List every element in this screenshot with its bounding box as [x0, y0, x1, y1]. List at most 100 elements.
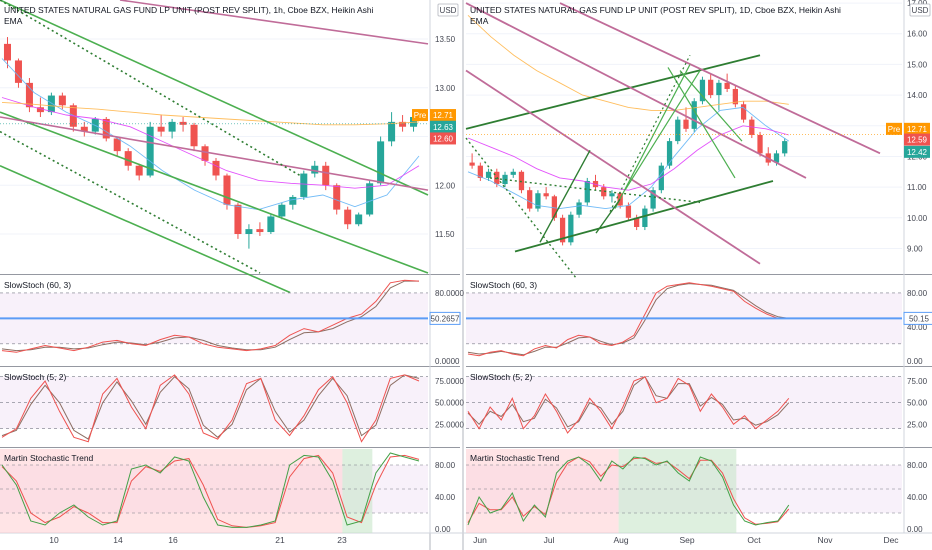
candle-body [699, 79, 706, 102]
trend-line-dotted [489, 177, 701, 204]
indicator-tick: 75.00 [907, 377, 928, 386]
candle-body [300, 173, 308, 197]
candle-body [740, 104, 747, 120]
candle-body [366, 183, 374, 215]
price-tag [430, 109, 456, 122]
candle-body [527, 190, 533, 209]
x-tick-label: Jul [544, 535, 555, 545]
trend-line [0, 116, 429, 191]
candle-body [388, 121, 396, 142]
candle-body [289, 196, 297, 205]
candle-body [124, 151, 132, 166]
candle-body [535, 193, 541, 209]
indicator-tick: 80.00 [907, 289, 928, 298]
currency-box [909, 3, 931, 17]
candle-body [102, 118, 110, 139]
candle-body [683, 119, 689, 129]
price-tag [904, 122, 930, 135]
level-tag-box [903, 311, 932, 325]
trend-line [0, 165, 291, 294]
price-tag-value: 12.60 [433, 134, 454, 143]
x-tick-label: Dec [883, 535, 899, 545]
candle-body [757, 134, 763, 154]
x-tick-label: 16 [168, 535, 178, 545]
ema-line [467, 14, 789, 111]
trend-line [614, 64, 691, 209]
chart-title: UNITED STATES NATURAL GAS FUND LP UNIT (… [4, 5, 374, 15]
currency-label: USD [440, 6, 457, 15]
ema-line [1, 58, 420, 211]
trend-line [667, 67, 736, 179]
candle-body [625, 205, 632, 218]
x-tick-label: Nov [817, 535, 833, 545]
indicator-title: SlowStoch (5, 2) [470, 372, 533, 382]
candle-body [322, 165, 330, 186]
candle-body [344, 209, 352, 225]
candle-body [782, 141, 788, 154]
y-tick-label: 14.00 [907, 91, 928, 100]
indicator-tick: 80.0000 [435, 289, 464, 298]
candle-body [666, 141, 673, 166]
candle-body [36, 107, 44, 113]
trend-line [514, 180, 774, 253]
y-tick-label: 11.50 [435, 230, 455, 239]
candle-body [234, 204, 242, 234]
trend-line [119, 0, 429, 45]
pre-label-bg [412, 109, 428, 122]
trend-zone-bear [466, 449, 619, 533]
candle-body [179, 121, 187, 125]
candle-body [708, 79, 714, 96]
trend-zone-bull [618, 449, 737, 533]
price-tag-value: 12.59 [907, 136, 928, 145]
trend-line [0, 111, 429, 274]
candle-body [190, 124, 198, 147]
indicator-tick: 0.00 [907, 525, 923, 534]
pre-label: Pre [888, 125, 901, 134]
candle-body [691, 101, 697, 129]
ema-line [1, 101, 420, 126]
candle-body [212, 160, 220, 176]
currency-label: USD [912, 6, 929, 15]
candle-body [399, 121, 407, 127]
candle-body [601, 187, 607, 197]
candle-body [732, 88, 738, 105]
trend-line [595, 198, 621, 234]
indicator-tick: 80.00 [907, 461, 928, 470]
candle-body [14, 60, 22, 83]
candle-body [3, 43, 11, 61]
ema-line [1, 97, 420, 189]
candle-body [135, 165, 143, 176]
price-tag-value: 12.71 [433, 111, 454, 120]
candle-body [168, 121, 176, 132]
candle-body [477, 165, 483, 178]
indicator-k-line [467, 282, 789, 357]
trend-line [465, 69, 761, 265]
x-tick-label: 14 [113, 535, 123, 545]
indicator-tick: 80.00 [435, 461, 456, 470]
y-tick-label: 16.00 [907, 30, 928, 39]
candle-body [609, 193, 615, 197]
candle-body [25, 82, 33, 108]
candle-body [256, 229, 264, 233]
indicator-tick: 40.00 [907, 493, 928, 502]
candle-body [58, 95, 66, 106]
indicator-k-line [467, 456, 790, 526]
trend-line-dotted [0, 130, 261, 274]
candle-body [80, 126, 88, 132]
candle-body [469, 162, 475, 166]
y-tick-label: 13.50 [435, 35, 456, 44]
candle-body [485, 171, 492, 178]
candle-body [377, 141, 385, 184]
y-tick-label: 13.00 [435, 84, 456, 93]
candle-body [642, 208, 648, 227]
trend-line [679, 70, 743, 142]
indicator-d-line [1, 280, 419, 352]
candle-body [201, 146, 209, 161]
indicator-title: Martin Stochastic Trend [470, 453, 560, 463]
indicator-tick: 25.0000 [435, 420, 464, 429]
trend-line-dotted [609, 54, 691, 212]
candle-body [278, 204, 286, 217]
trend-zone-bull [342, 449, 373, 533]
price-tag [904, 145, 930, 158]
